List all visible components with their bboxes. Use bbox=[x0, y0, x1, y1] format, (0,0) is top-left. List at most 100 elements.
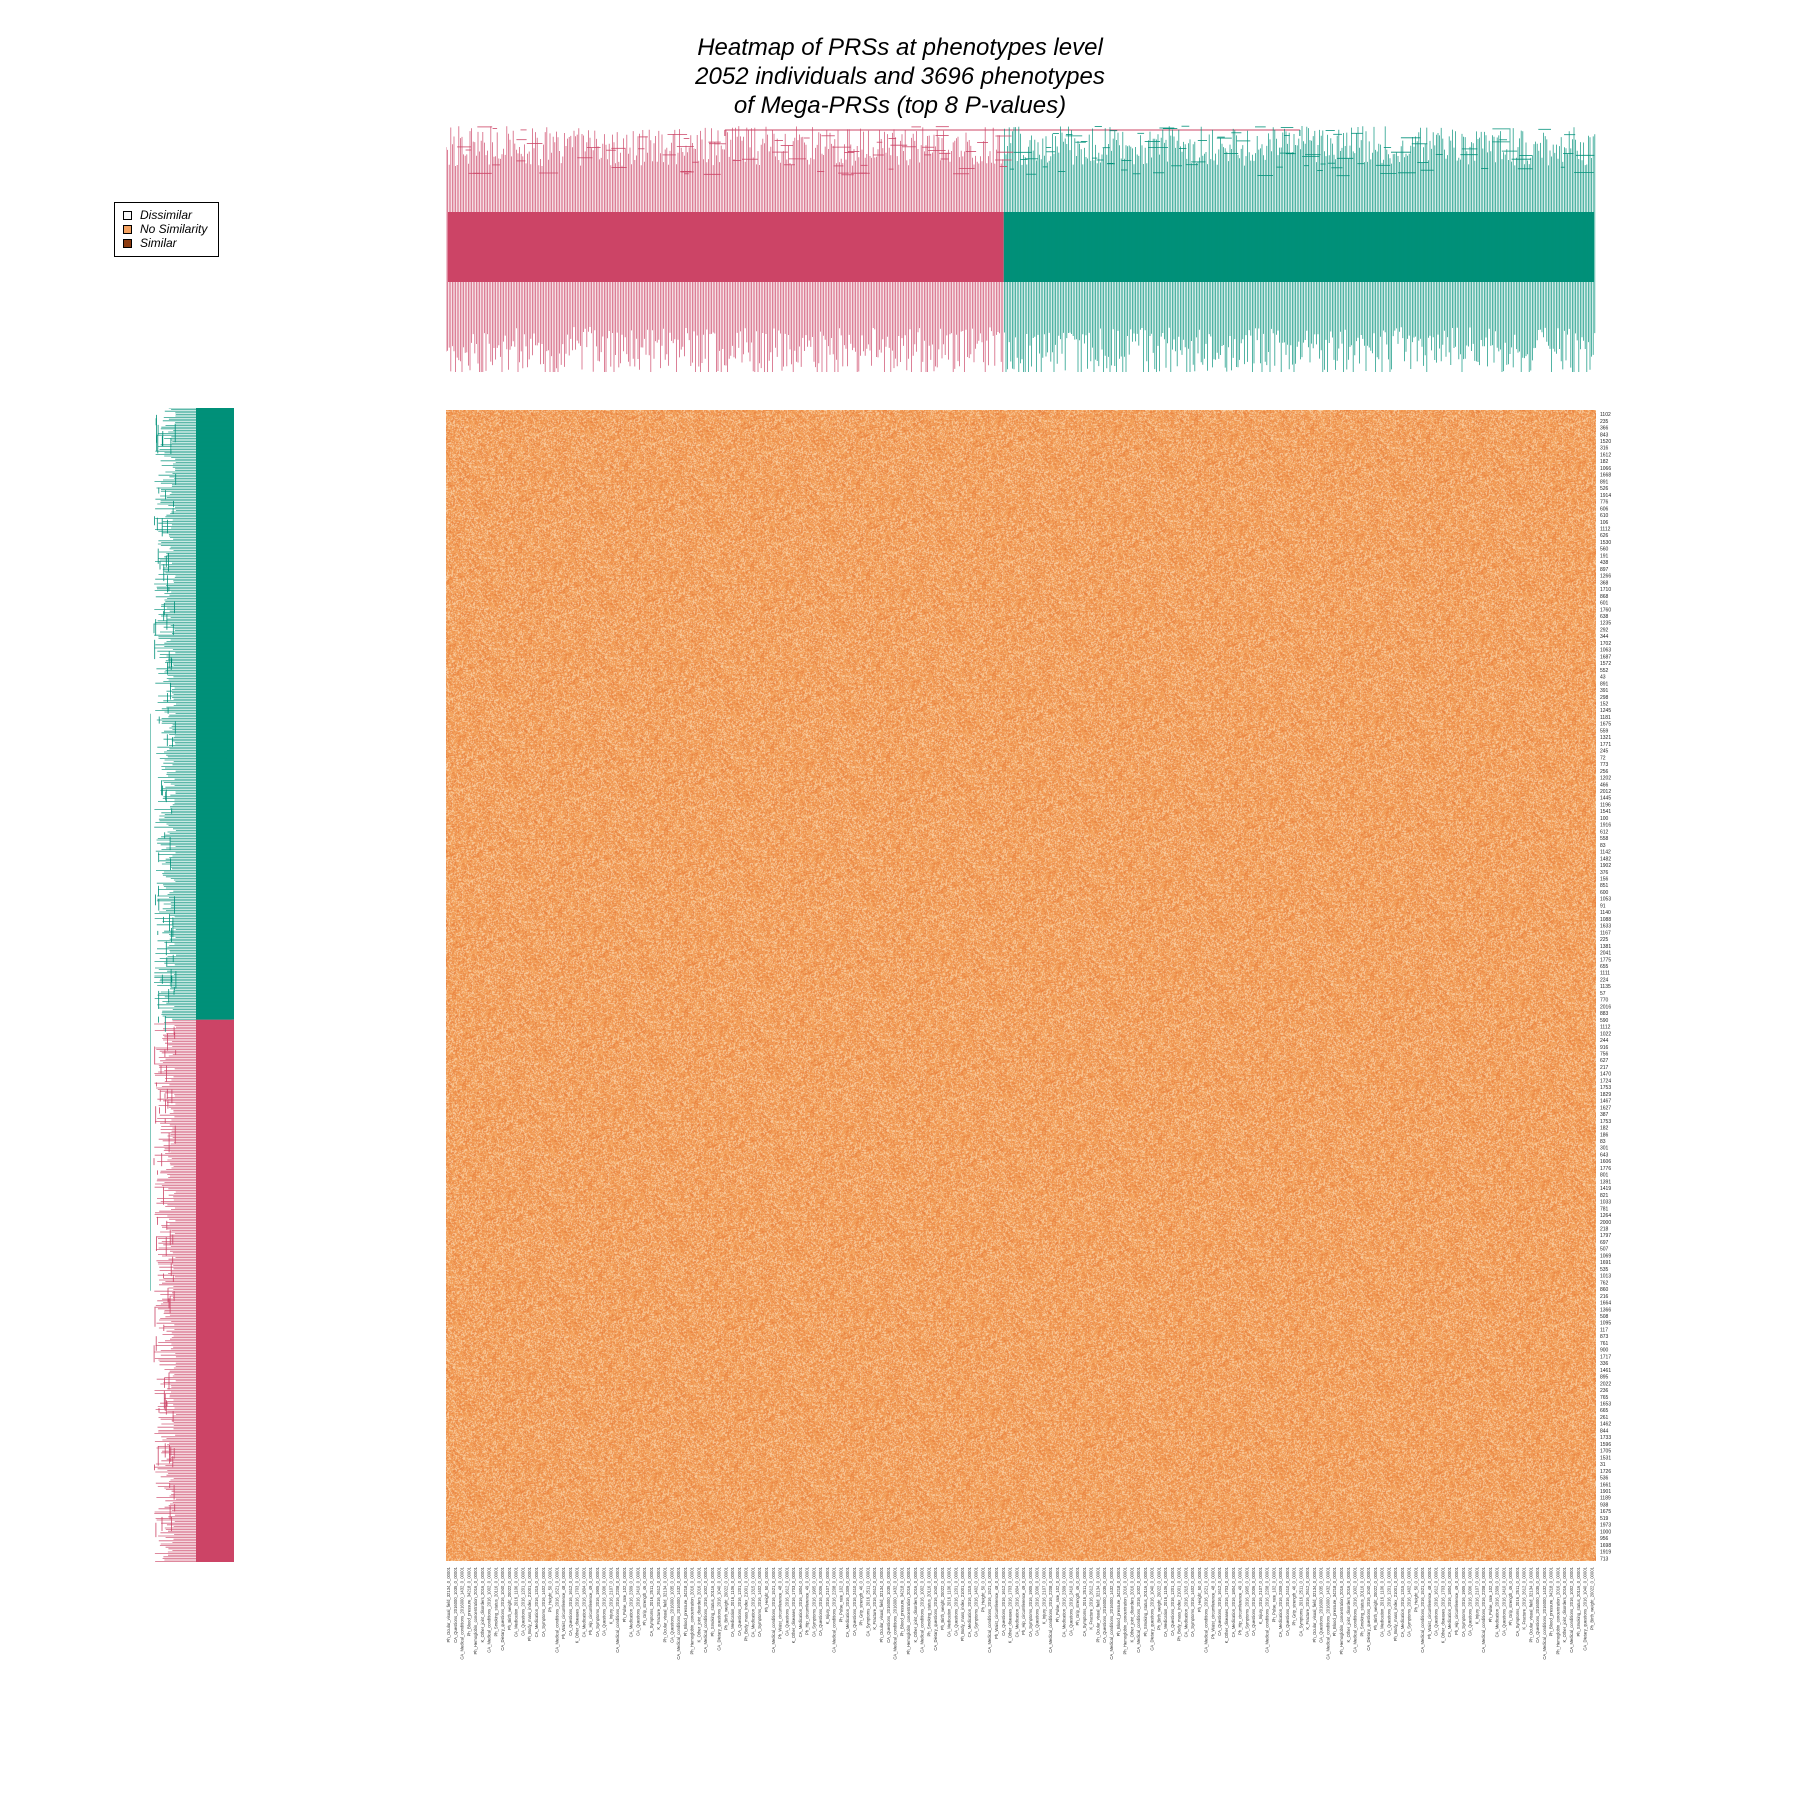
column-label: CA_Medical_conditions_2016_1521_0_00001 bbox=[1420, 1566, 1425, 1652]
column-label: Ph_Pulse_rate_102_0_00001 bbox=[838, 1566, 843, 1622]
row-labels: 1102235366843152031616121821066166889152… bbox=[1600, 412, 1611, 1562]
row-label: 535 bbox=[1600, 1267, 1609, 1273]
column-label: CA_Medication_2016_1106_0_00001 bbox=[730, 1566, 735, 1637]
column-label: K_Fracture_2016_2612_0_00001 bbox=[1089, 1566, 1094, 1629]
column-label: CA_Questions_2016000_1035_0_00001 bbox=[453, 1566, 458, 1643]
column-label: CA_Questions_2016_1201_0_00001 bbox=[953, 1566, 958, 1636]
row-label: 1445 bbox=[1600, 796, 1611, 802]
row-label: 1902 bbox=[1600, 863, 1611, 869]
legend-item-dissimilar: Dissimilar bbox=[123, 208, 218, 222]
legend-item-similar: Similar bbox=[123, 236, 218, 250]
row-label: 100 bbox=[1600, 816, 1609, 822]
row-label: 217 bbox=[1600, 1065, 1609, 1071]
row-label: 773 bbox=[1600, 762, 1609, 768]
row-label: 182 bbox=[1600, 459, 1609, 465]
column-label: CA_Medication_2016_1804_0_00001 bbox=[1014, 1566, 1019, 1637]
row-label: 655 bbox=[1600, 964, 1609, 970]
row-label: 1245 bbox=[1600, 708, 1611, 714]
column-label: CA_Medical_conditions_2016_1521_0_00001 bbox=[987, 1566, 992, 1652]
row-label: 1467 bbox=[1600, 1099, 1611, 1105]
row-label: 891 bbox=[1600, 681, 1609, 687]
column-label: Ph_Birth_weight_20022_0_00001 bbox=[507, 1566, 512, 1630]
column-label: CA_Medication_2016_1315_0_00001 bbox=[1400, 1566, 1405, 1637]
column-label: CA_Medical_conditions_2016000_1432_0_000… bbox=[1326, 1566, 1331, 1659]
row-label: 376 bbox=[1600, 870, 1609, 876]
row-label: 1675 bbox=[1600, 722, 1611, 728]
column-label: Ph_Height_50_0_00001 bbox=[981, 1566, 986, 1612]
column-label: CA_Medical_conditions_2016_1521_0_00001 bbox=[771, 1566, 776, 1652]
column-label: Ph_Grip_strength_46_0_00001 bbox=[1292, 1566, 1297, 1625]
row-label: 83 bbox=[1600, 1139, 1606, 1145]
row-label: 1202 bbox=[1600, 776, 1611, 782]
column-label: K_Other_joint_disorders_2016_0_00001 bbox=[1562, 1566, 1567, 1642]
column-label: CA_Questions_2016_2410_0_00001 bbox=[1501, 1566, 1506, 1636]
column-label: K_Injury_2016_2107_0_00001 bbox=[608, 1566, 613, 1624]
row-label: 1112 bbox=[1600, 527, 1611, 533]
row-label: 638 bbox=[1600, 614, 1609, 620]
column-label: CA_Symptoms_2016_1905_0_00001 bbox=[1244, 1566, 1249, 1637]
column-label: CA_Questions_2016_1201_0_00001 bbox=[1386, 1566, 1391, 1636]
row-label: 1914 bbox=[1600, 493, 1611, 499]
row-label: 43 bbox=[1600, 675, 1606, 681]
row-label: 590 bbox=[1600, 1018, 1609, 1024]
column-label: Ph_Waist_circumference_48_0_00001 bbox=[778, 1566, 783, 1639]
column-label: Ph_Blood_pressure_34218_0_00001 bbox=[1116, 1566, 1121, 1636]
row-label: 1726 bbox=[1600, 1469, 1611, 1475]
column-label: CA_Medical_conditions_2016_1002_0_00001 bbox=[1353, 1566, 1358, 1652]
column-label: CA_Medical_conditions_2016_2208_0_00001 bbox=[615, 1566, 620, 1652]
row-label: 891 bbox=[1600, 479, 1609, 485]
column-label: CA_Questions_2016_1201_0_00001 bbox=[737, 1566, 742, 1636]
row-label: 292 bbox=[1600, 627, 1609, 633]
row-label: 776 bbox=[1600, 500, 1609, 506]
row-label: 781 bbox=[1600, 1206, 1609, 1212]
row-label: 1391 bbox=[1600, 1179, 1611, 1185]
row-label: 552 bbox=[1600, 668, 1609, 674]
column-label: CA_Symptoms_2016_1905_0_00001 bbox=[811, 1566, 816, 1637]
column-label: CA_Dietary_questions_2016_1040_0_00001 bbox=[1150, 1566, 1155, 1650]
column-label: Ph_Hip_circumference_49_0_00001 bbox=[1454, 1566, 1459, 1635]
row-label: 316 bbox=[1600, 446, 1609, 452]
row-label: 1531 bbox=[1600, 1455, 1611, 1461]
row-label: 801 bbox=[1600, 1173, 1609, 1179]
row-label: 31 bbox=[1600, 1462, 1606, 1468]
row-label: 1520 bbox=[1600, 439, 1611, 445]
column-label: K_Fracture_2016_2612_0_00001 bbox=[1305, 1566, 1310, 1629]
row-label: 697 bbox=[1600, 1240, 1609, 1246]
column-label: Ph_Hip_circumference_49_0_00001 bbox=[1021, 1566, 1026, 1635]
row-label: 643 bbox=[1600, 1153, 1609, 1159]
row-label: 466 bbox=[1600, 782, 1609, 788]
row-label: 627 bbox=[1600, 1058, 1609, 1064]
row-label: 83 bbox=[1600, 843, 1606, 849]
column-label: K_Other_joint_disorders_2016_0_00001 bbox=[913, 1566, 918, 1642]
column-label: Ph_Waist_circumference_48_0_00001 bbox=[994, 1566, 999, 1639]
row-label: 1111 bbox=[1600, 971, 1610, 977]
column-label: CA_Dietary_questions_2016_1040_0_00001 bbox=[933, 1566, 938, 1650]
column-label: CA_Medical_conditions_2016000_1432_0_000… bbox=[893, 1566, 898, 1659]
row-label: 1013 bbox=[1600, 1274, 1611, 1280]
row-label: 191 bbox=[1600, 553, 1609, 559]
row-label: 1235 bbox=[1600, 621, 1611, 627]
column-label: Ph_Blood_pressure_34218_0_00001 bbox=[683, 1566, 688, 1636]
row-label: 1069 bbox=[1600, 1253, 1611, 1259]
column-label: Ph_Grip_strength_46_0_00001 bbox=[1508, 1566, 1513, 1625]
column-label: CA_Medication_2016_1106_0_00001 bbox=[514, 1566, 519, 1637]
row-label: 938 bbox=[1600, 1503, 1609, 1509]
row-label: 1698 bbox=[1600, 1543, 1611, 1549]
column-label: CA_Medication_2016_2309_0_00001 bbox=[629, 1566, 634, 1637]
row-label: 1760 bbox=[1600, 607, 1611, 613]
row-label: 1916 bbox=[1600, 823, 1611, 829]
column-label: CA_Medical_conditions_2016000_1432_0_000… bbox=[460, 1566, 465, 1659]
row-label: 883 bbox=[1600, 1011, 1609, 1017]
row-label: 1572 bbox=[1600, 661, 1611, 667]
column-label: CA_Medication_2016_2309_0_00001 bbox=[845, 1566, 850, 1637]
column-label: Ph_Birth_weight_20022_0_00001 bbox=[1156, 1566, 1161, 1630]
legend: Dissimilar No Similarity Similar bbox=[114, 202, 219, 257]
row-label: 1167 bbox=[1600, 930, 1611, 936]
column-label: K_Other_joint_disorders_2016_0_00001 bbox=[1129, 1566, 1134, 1642]
column-label: CA_Questions_2016_1612_0_00001 bbox=[1434, 1566, 1439, 1636]
row-label: 1596 bbox=[1600, 1442, 1611, 1448]
row-label: 1366 bbox=[1600, 1307, 1611, 1313]
column-label: Ph_Body_mass_index_21001_0_00001 bbox=[960, 1566, 965, 1641]
row-label: 336 bbox=[1600, 1361, 1609, 1367]
column-label: Ph_Smoking_status_20116_0_00001 bbox=[1143, 1566, 1148, 1636]
